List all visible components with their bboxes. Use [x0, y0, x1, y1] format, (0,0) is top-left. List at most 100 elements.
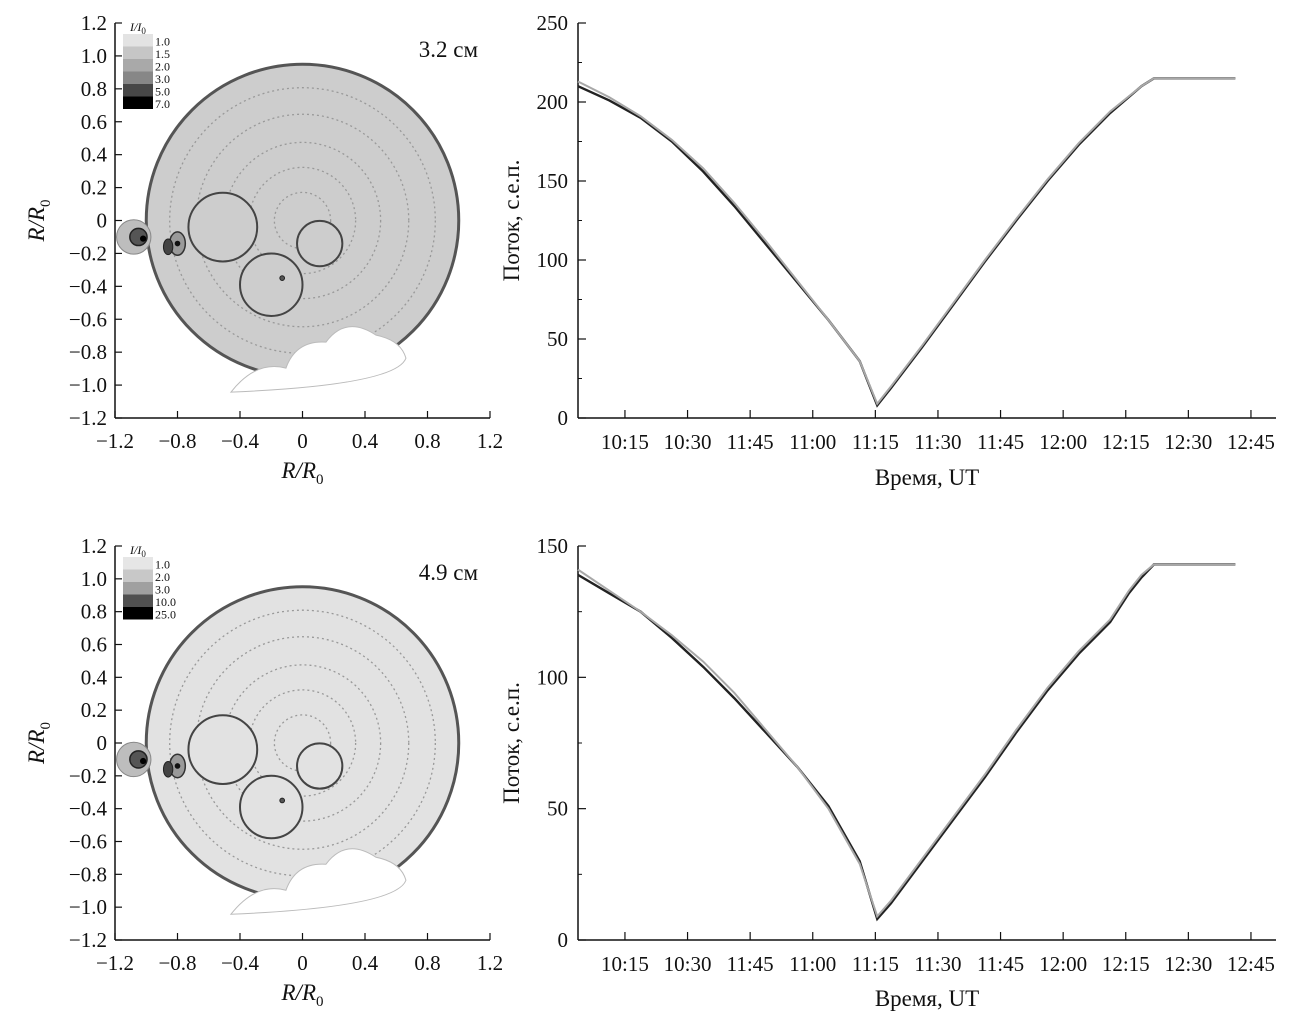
- x-tick-label: 11:15: [852, 430, 899, 454]
- x-tick-label: 10:15: [601, 952, 649, 976]
- legend-swatch: [123, 96, 153, 109]
- x-axis-label-sub: 0: [316, 994, 324, 1010]
- source-pair-peak: [174, 240, 181, 247]
- legend-swatch: [123, 557, 153, 570]
- x-tick-label: 12:30: [1164, 430, 1212, 454]
- legend-level-label: 1.5: [155, 47, 170, 61]
- y-tick-label: −1.0: [69, 895, 107, 919]
- x-tick-label: 12:30: [1164, 952, 1212, 976]
- legend-swatch: [123, 71, 153, 84]
- y-tick-label: −1.2: [69, 928, 107, 952]
- legend-swatch: [123, 594, 153, 607]
- y-tick-label: 0.6: [81, 633, 107, 657]
- x-tick-label: 0: [297, 429, 308, 453]
- x-tick-label: 12:45: [1227, 430, 1275, 454]
- legend-level-label: 25.0: [155, 608, 176, 622]
- x-axis-label-main: R/R: [281, 980, 317, 1005]
- x-tick-label: 11:45: [977, 952, 1024, 976]
- cloud-patch: [229, 326, 407, 393]
- flux-bottom: 0 50 100 150 10:15 10:30 11:45 11:00 11:15 11:30 1…: [499, 534, 1276, 1011]
- x-tick-label: 0.8: [414, 429, 440, 453]
- y-tick-label: 0.2: [81, 698, 107, 722]
- y-tick-label: 150: [537, 534, 569, 558]
- x-tick-label: 11:45: [727, 430, 774, 454]
- legend-title: I/I0: [129, 543, 146, 559]
- x-tick-label: −0.8: [158, 951, 196, 975]
- legend-title-sub: 0: [141, 549, 146, 559]
- x-axis-label-sub: 0: [316, 472, 324, 488]
- y-tick-label: 0.4: [81, 143, 108, 167]
- legend-swatch: [123, 59, 153, 72]
- x-tick-label: 0: [297, 951, 308, 975]
- x-tick-label: 0.8: [414, 951, 440, 975]
- region-circle: [187, 714, 259, 785]
- x-tick-label: 12:45: [1227, 952, 1275, 976]
- legend-level-label: 3.0: [155, 72, 170, 86]
- x-axis-label: R/R0: [281, 458, 324, 488]
- legend-swatch: [123, 46, 153, 59]
- y-tick-label: 50: [547, 327, 568, 351]
- x-tick-label: 1.2: [477, 951, 503, 975]
- legend-swatch: [123, 582, 153, 595]
- x-tick-label: 1.2: [477, 429, 503, 453]
- x-tick-label: 12:00: [1039, 430, 1087, 454]
- dotted-contour: [273, 191, 332, 250]
- x-tick-label: 0.4: [352, 429, 379, 453]
- x-tick-label: 11:15: [852, 952, 899, 976]
- flux-series-0: [577, 77, 1236, 408]
- legend-swatch: [123, 569, 153, 582]
- y-axis-label: R/R0: [24, 722, 54, 765]
- x-tick-label: 12:15: [1102, 430, 1150, 454]
- x-tick-label: 11:00: [789, 952, 836, 976]
- y-tick-label: 150: [537, 169, 569, 193]
- y-axis-label-sub: 0: [38, 200, 54, 208]
- dotted-contour: [195, 113, 410, 328]
- legend-level-label: 10.0: [155, 595, 176, 609]
- y-tick-label: −0.4: [69, 797, 108, 821]
- legend-title-main: I/I: [129, 543, 142, 557]
- y-tick-label: 1.2: [81, 534, 107, 558]
- flux-series-1: [577, 563, 1236, 919]
- small-source: [279, 275, 286, 281]
- y-tick-label: −0.6: [69, 307, 107, 331]
- cloud-patch: [229, 848, 407, 915]
- region-circle: [239, 774, 304, 840]
- x-tick-label: 11:45: [727, 952, 774, 976]
- y-tick-label: −0.2: [69, 764, 107, 788]
- x-tick-label: 11:00: [789, 430, 836, 454]
- y-tick-label: 0: [558, 406, 569, 430]
- y-tick-label: 200: [537, 90, 569, 114]
- y-tick-label: 0.8: [81, 77, 107, 101]
- legend-swatch: [123, 84, 153, 97]
- x-tick-label: −0.4: [221, 429, 260, 453]
- x-tick-label: 12:15: [1102, 952, 1150, 976]
- y-tick-label: 100: [537, 248, 569, 272]
- y-tick-label: 0.8: [81, 600, 107, 624]
- legend-level-label: 1.0: [155, 35, 170, 49]
- source-pair-left: [162, 238, 174, 256]
- y-axis-label: Поток, с.е.п.: [499, 682, 524, 804]
- x-tick-label: 10:15: [601, 430, 649, 454]
- small-source: [279, 797, 286, 804]
- y-tick-label: −0.6: [69, 830, 107, 854]
- x-axis-label: R/R0: [281, 980, 324, 1010]
- legend-swatch: [123, 34, 153, 47]
- x-tick-label: −0.4: [221, 951, 260, 975]
- dotted-contour: [169, 87, 436, 354]
- y-tick-label: −0.2: [69, 241, 107, 265]
- y-tick-label: 0.6: [81, 110, 107, 134]
- x-tick-label: 12:00: [1039, 952, 1087, 976]
- x-tick-label: 11:45: [977, 430, 1024, 454]
- y-tick-label: −1.0: [69, 373, 107, 397]
- dotted-contour: [195, 636, 410, 850]
- map-top: 1.2 1.0 0.8 0.6 0.4 0.2 0 −0.2 −0.4 −0.6 −0.8 −1.0 −…: [24, 11, 503, 488]
- legend-level-label: 1.0: [155, 558, 170, 572]
- x-tick-label: 11:30: [914, 952, 961, 976]
- x-tick-label: 0.4: [352, 951, 379, 975]
- x-tick-label: −0.8: [158, 429, 196, 453]
- y-axis-label: R/R0: [24, 200, 54, 243]
- x-tick-label: 10:30: [664, 430, 712, 454]
- legend-level-label: 2.0: [155, 60, 170, 74]
- limb-source-peak: [140, 757, 147, 765]
- flux-series-1: [577, 77, 1236, 406]
